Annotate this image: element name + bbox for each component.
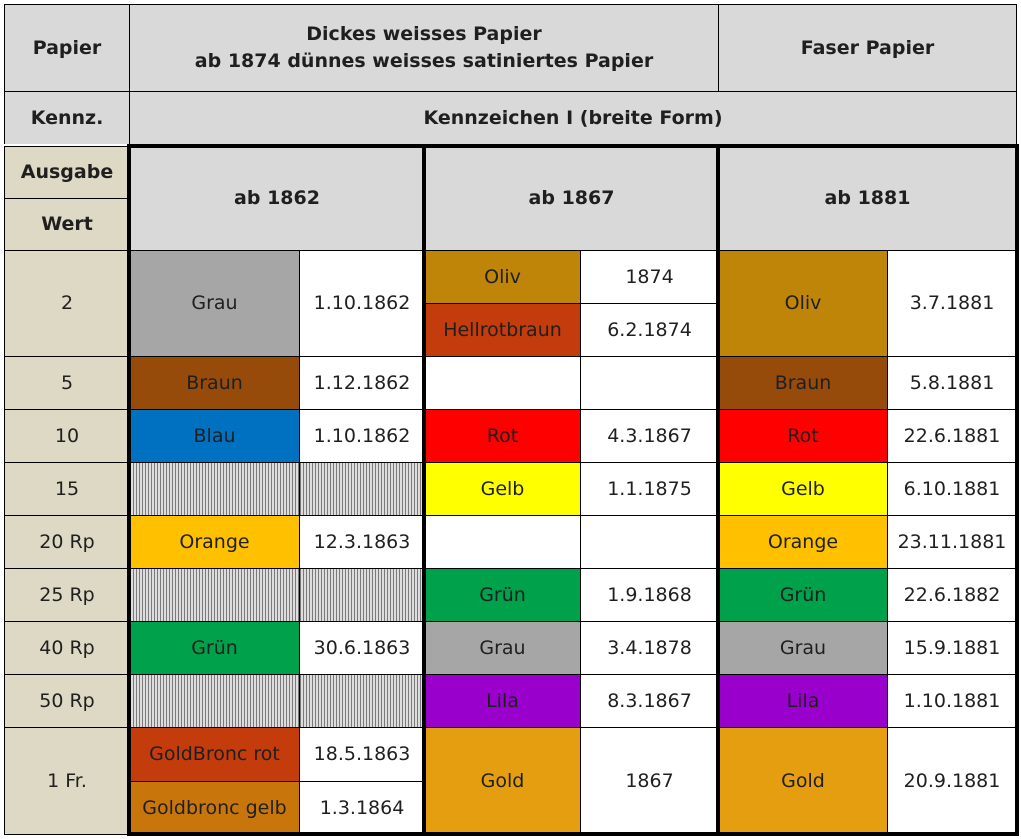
stamp-color-cell: Hellrotbraun <box>424 303 580 356</box>
empty-color-cell <box>424 515 580 568</box>
empty-date-cell <box>580 356 718 409</box>
empty-color-cell <box>129 674 299 727</box>
stamp-color-cell: Grün <box>718 568 887 621</box>
thick-border-right <box>1015 144 1019 836</box>
issue-date-cell: 8.3.1867 <box>580 674 718 727</box>
issue-date-cell: 1.12.1862 <box>299 356 424 409</box>
thick-border-mid2 <box>716 144 720 836</box>
wert-cell: 20 Rp <box>4 515 129 568</box>
issue-date-cell: 1874 <box>580 250 718 303</box>
wert-cell: 5 <box>4 356 129 409</box>
issue-date-cell: 22.6.1881 <box>887 409 1016 462</box>
thick-border-mid1 <box>422 144 426 836</box>
stamp-color-cell: GoldBronc rot <box>129 727 299 781</box>
papier-line1: Dickes weisses Papier <box>306 23 542 46</box>
outer-border-bottom <box>4 834 129 835</box>
stamp-color-cell: Oliv <box>718 250 887 356</box>
issue-date-cell: 1.10.1862 <box>299 250 424 356</box>
issue-header-1867: ab 1867 <box>424 146 718 250</box>
wert-cell: 15 <box>4 462 129 515</box>
stamp-color-cell: Lila <box>718 674 887 727</box>
issue-date-cell: 23.11.1881 <box>887 515 1016 568</box>
stamp-color-cell: Lila <box>424 674 580 727</box>
stamp-color-cell: Gold <box>718 727 887 834</box>
wert-cell: 50 Rp <box>4 674 129 727</box>
stamp-color-cell: Gold <box>424 727 580 834</box>
issue-date-cell: 1.10.1881 <box>887 674 1016 727</box>
outer-border-right <box>1016 4 1017 146</box>
kennz-label: Kennz. <box>4 91 129 144</box>
empty-date-cell <box>580 515 718 568</box>
stamp-color-cell: Gelb <box>424 462 580 515</box>
stamp-color-cell: Grau <box>129 250 299 356</box>
thick-border-left <box>127 144 131 836</box>
ausgabe-label: Ausgabe <box>4 146 129 198</box>
stamp-color-cell: Gelb <box>718 462 887 515</box>
stamp-color-cell: Grün <box>424 568 580 621</box>
issue-date-cell: 22.6.1882 <box>887 568 1016 621</box>
wert-cell: 40 Rp <box>4 621 129 674</box>
wert-cell: 10 <box>4 409 129 462</box>
empty-color-cell <box>424 356 580 409</box>
stamp-color-cell: Grau <box>424 621 580 674</box>
thick-border-top <box>127 144 1019 148</box>
papier-label: Papier <box>4 4 129 91</box>
issue-date-cell: 3.4.1878 <box>580 621 718 674</box>
stamp-color-cell: Goldbronc gelb <box>129 781 299 834</box>
stamp-color-cell: Grau <box>718 621 887 674</box>
stamp-color-cell: Oliv <box>424 250 580 303</box>
issue-header-1881: ab 1881 <box>718 146 1016 250</box>
issue-date-cell: 1.3.1864 <box>299 781 424 834</box>
empty-color-cell <box>129 462 299 515</box>
issue-date-cell: 3.7.1881 <box>887 250 1016 356</box>
empty-color-cell <box>129 568 299 621</box>
issue-header-1862: ab 1862 <box>129 146 424 250</box>
empty-date-cell <box>299 462 424 515</box>
issue-date-cell: 4.3.1867 <box>580 409 718 462</box>
issue-date-cell: 6.10.1881 <box>887 462 1016 515</box>
issue-date-cell: 1.1.1875 <box>580 462 718 515</box>
issue-date-cell: 6.2.1874 <box>580 303 718 356</box>
stamp-color-cell: Blau <box>129 409 299 462</box>
issue-date-cell: 1867 <box>580 727 718 834</box>
wert-cell: 2 <box>4 250 129 356</box>
stamp-color-cell: Orange <box>718 515 887 568</box>
wert-label: Wert <box>4 198 129 250</box>
stamp-color-cell: Rot <box>424 409 580 462</box>
wert-cell: 25 Rp <box>4 568 129 621</box>
issue-date-cell: 18.5.1863 <box>299 727 424 781</box>
issue-date-cell: 12.3.1863 <box>299 515 424 568</box>
empty-date-cell <box>299 568 424 621</box>
stamp-color-cell: Rot <box>718 409 887 462</box>
stamp-color-cell: Braun <box>718 356 887 409</box>
papier-line2: ab 1874 dünnes weisses satiniertes Papie… <box>194 50 654 72</box>
issue-date-cell: 15.9.1881 <box>887 621 1016 674</box>
stamp-color-cell: Orange <box>129 515 299 568</box>
issue-date-cell: 1.9.1868 <box>580 568 718 621</box>
issue-date-cell: 1.10.1862 <box>299 409 424 462</box>
empty-date-cell <box>299 674 424 727</box>
issue-date-cell: 5.8.1881 <box>887 356 1016 409</box>
issue-date-cell: 20.9.1881 <box>887 727 1016 834</box>
papier-description: Dickes weisses Papier ab 1874 dünnes wei… <box>129 4 718 91</box>
kennzeichen-value: Kennzeichen I (breite Form) <box>129 91 1016 144</box>
wert-cell: 1 Fr. <box>4 727 129 834</box>
issue-date-cell: 30.6.1863 <box>299 621 424 674</box>
faser-papier-header: Faser Papier <box>718 4 1016 91</box>
thick-border-bottom <box>127 832 1019 836</box>
stamp-color-cell: Grün <box>129 621 299 674</box>
stamp-color-cell: Braun <box>129 356 299 409</box>
